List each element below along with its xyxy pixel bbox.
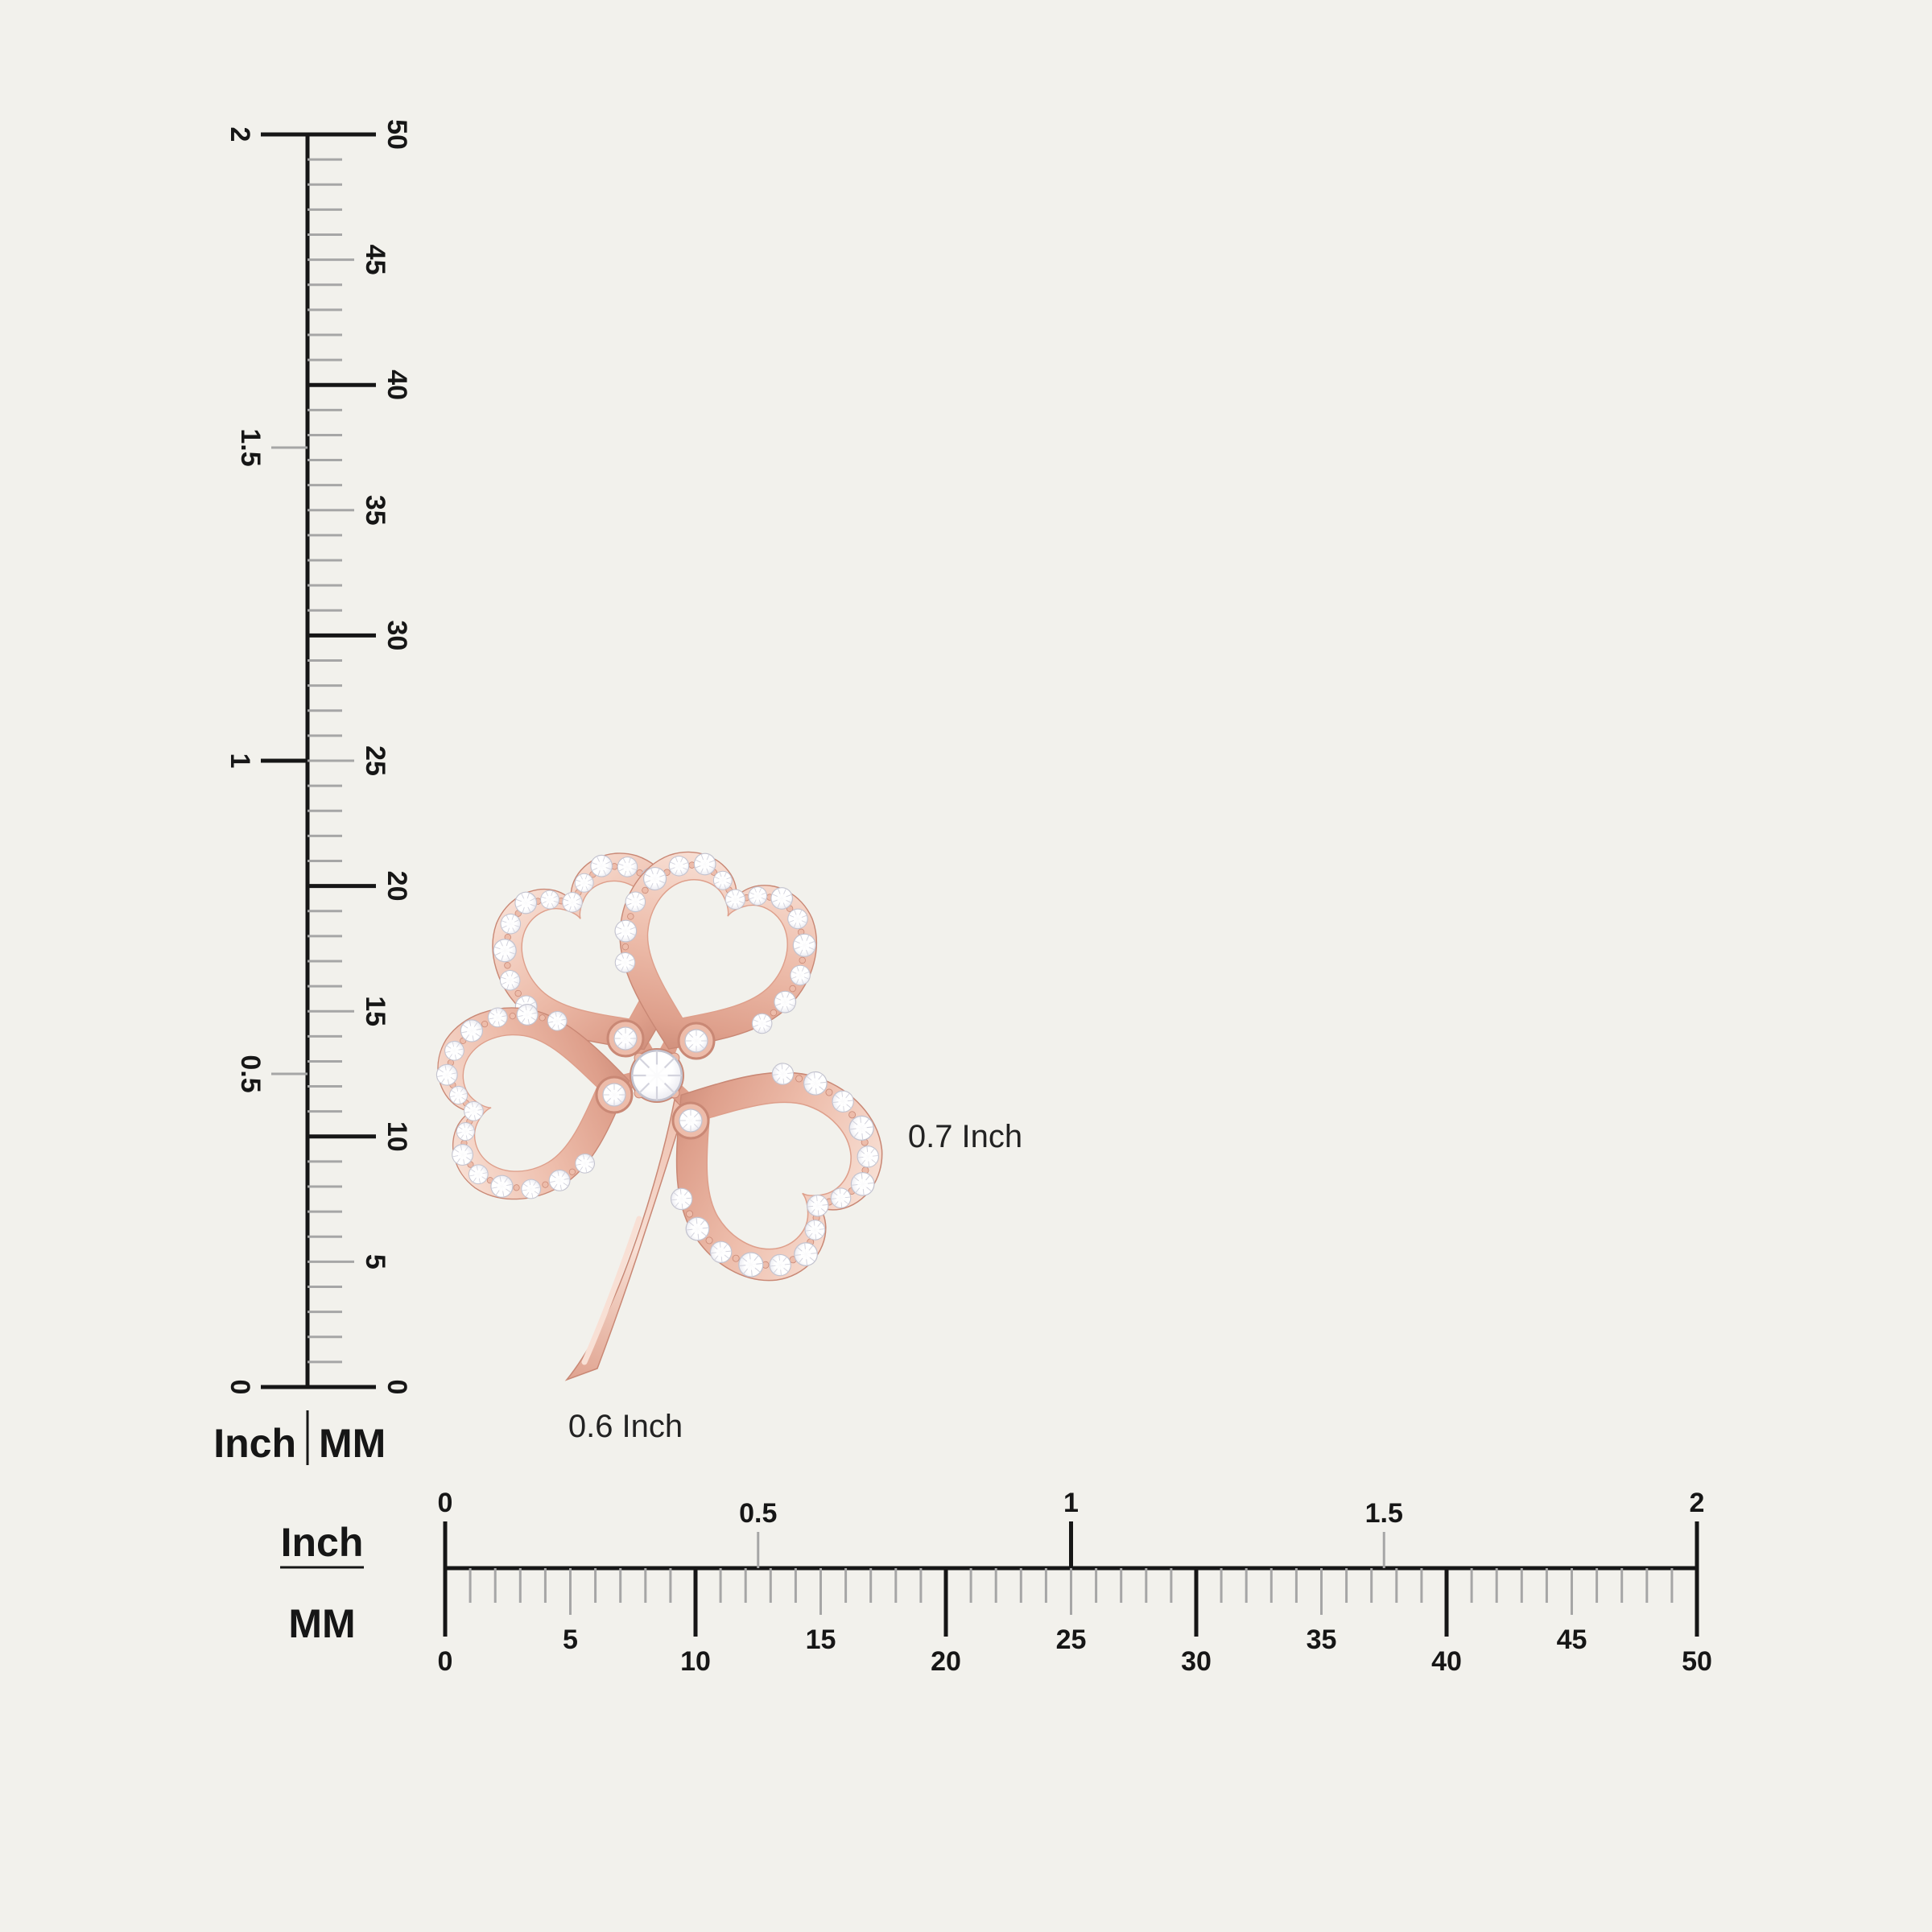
prong-bead bbox=[621, 943, 630, 951]
horizontal-ruler-ticks: 0 5 10 15 20 25 30 35 40 45 50 0 0.5 1 1.5 2 bbox=[438, 1488, 1712, 1677]
vertical-mm-tick-label: 15 bbox=[360, 996, 390, 1026]
horizontal-inch-tick-label: 1.5 bbox=[1365, 1498, 1403, 1529]
clover-stem bbox=[564, 1098, 685, 1381]
bezel-diamond bbox=[679, 1108, 703, 1133]
horizontal-mm-tick-label: 35 bbox=[1307, 1624, 1337, 1655]
vertical-mm-tick-label: 50 bbox=[382, 119, 412, 150]
petal-bottom-left bbox=[427, 986, 649, 1212]
vertical-mm-tick-label: 20 bbox=[382, 871, 412, 902]
clover-pendant-image bbox=[427, 832, 910, 1381]
vertical-inch-tick-label: 0.5 bbox=[235, 1055, 266, 1092]
petal-top-right bbox=[577, 832, 838, 1090]
horizontal-ruler-unit-inch: Inch bbox=[281, 1520, 364, 1565]
stem-highlight bbox=[581, 1216, 642, 1365]
prong-bead bbox=[539, 1014, 546, 1022]
vertical-mm-tick-label: 10 bbox=[382, 1121, 412, 1152]
vertical-ruler-unit-mm: MM bbox=[319, 1421, 386, 1466]
prong-bead bbox=[568, 1168, 576, 1175]
vertical-inch-tick-label: 1.5 bbox=[235, 428, 266, 466]
vertical-mm-tick-label: 40 bbox=[382, 369, 412, 400]
horizontal-mm-tick-label: 40 bbox=[1431, 1646, 1462, 1677]
horizontal-mm-tick-label: 20 bbox=[931, 1646, 961, 1677]
prong-bead bbox=[799, 956, 806, 964]
prong-bead bbox=[686, 1210, 694, 1218]
horizontal-mm-tick-label: 10 bbox=[680, 1646, 711, 1677]
prong-bead bbox=[705, 1236, 713, 1245]
prong-bead bbox=[513, 1184, 520, 1191]
bezel-diamond bbox=[684, 1029, 708, 1053]
horizontal-mm-tick-label: 0 bbox=[438, 1646, 453, 1677]
vertical-mm-tick-label: 35 bbox=[360, 495, 390, 526]
height-dimension-label: 0.7 Inch bbox=[908, 1119, 1022, 1154]
vertical-ruler-ticks: 0 5 10 15 20 25 30 35 40 45 50 0 0.5 1 1.5 2 bbox=[225, 119, 412, 1394]
vertical-mm-tick-label: 5 bbox=[360, 1254, 390, 1269]
horizontal-inch-tick-label: 0 bbox=[438, 1488, 453, 1518]
vertical-mm-tick-label: 25 bbox=[360, 745, 390, 776]
prong-bead bbox=[514, 989, 522, 997]
horizontal-ruler-unit-mm: MM bbox=[288, 1601, 355, 1646]
horizontal-mm-tick-label: 45 bbox=[1557, 1624, 1587, 1655]
prong-bead bbox=[481, 1021, 489, 1028]
horizontal-mm-tick-label: 15 bbox=[806, 1624, 836, 1655]
prong-bead bbox=[825, 1088, 833, 1096]
petal-bottom-right bbox=[613, 1012, 910, 1309]
prong-bead bbox=[848, 1111, 857, 1119]
center-diamond bbox=[630, 1049, 683, 1102]
vertical-inch-tick-label: 1 bbox=[225, 753, 255, 769]
vertical-ruler-unit-inch: Inch bbox=[213, 1421, 296, 1466]
prong-bead bbox=[642, 886, 649, 894]
prong-bead bbox=[795, 1075, 803, 1083]
dimension-annotations: 0.7 Inch 0.6 Inch bbox=[568, 1119, 1022, 1444]
prong-bead bbox=[509, 1013, 516, 1020]
width-dimension-label: 0.6 Inch bbox=[568, 1409, 683, 1444]
vertical-inch-tick-label: 0 bbox=[225, 1380, 255, 1395]
prong-bead bbox=[789, 985, 796, 993]
vertical-mm-tick-label: 45 bbox=[360, 245, 390, 275]
horizontal-inch-tick-label: 0.5 bbox=[739, 1498, 777, 1529]
vertical-mm-tick-label: 0 bbox=[382, 1380, 412, 1395]
horizontal-inch-tick-label: 1 bbox=[1063, 1488, 1079, 1518]
horizontal-ruler: 0 5 10 15 20 25 30 35 40 45 50 0 0.5 1 1.5 2 Inch MM bbox=[280, 1488, 1712, 1677]
bezel-diamond bbox=[602, 1083, 626, 1107]
vertical-ruler: 0 5 10 15 20 25 30 35 40 45 50 0 0.5 1 1.5 2 Inch MM bbox=[213, 119, 412, 1466]
vertical-inch-tick-label: 2 bbox=[225, 127, 255, 142]
prong-bead bbox=[770, 1009, 778, 1017]
prong-bead bbox=[732, 1254, 740, 1262]
horizontal-mm-tick-label: 30 bbox=[1181, 1646, 1212, 1677]
horizontal-mm-tick-label: 5 bbox=[563, 1624, 578, 1655]
prong-bead bbox=[542, 1181, 549, 1188]
horizontal-inch-tick-label: 2 bbox=[1690, 1488, 1705, 1518]
horizontal-mm-tick-label: 50 bbox=[1682, 1646, 1712, 1677]
vertical-mm-tick-label: 30 bbox=[382, 620, 412, 650]
bezel-diamond bbox=[613, 1026, 638, 1051]
prong-bead bbox=[627, 913, 634, 920]
prong-bead bbox=[504, 962, 511, 969]
horizontal-mm-tick-label: 25 bbox=[1056, 1624, 1087, 1655]
